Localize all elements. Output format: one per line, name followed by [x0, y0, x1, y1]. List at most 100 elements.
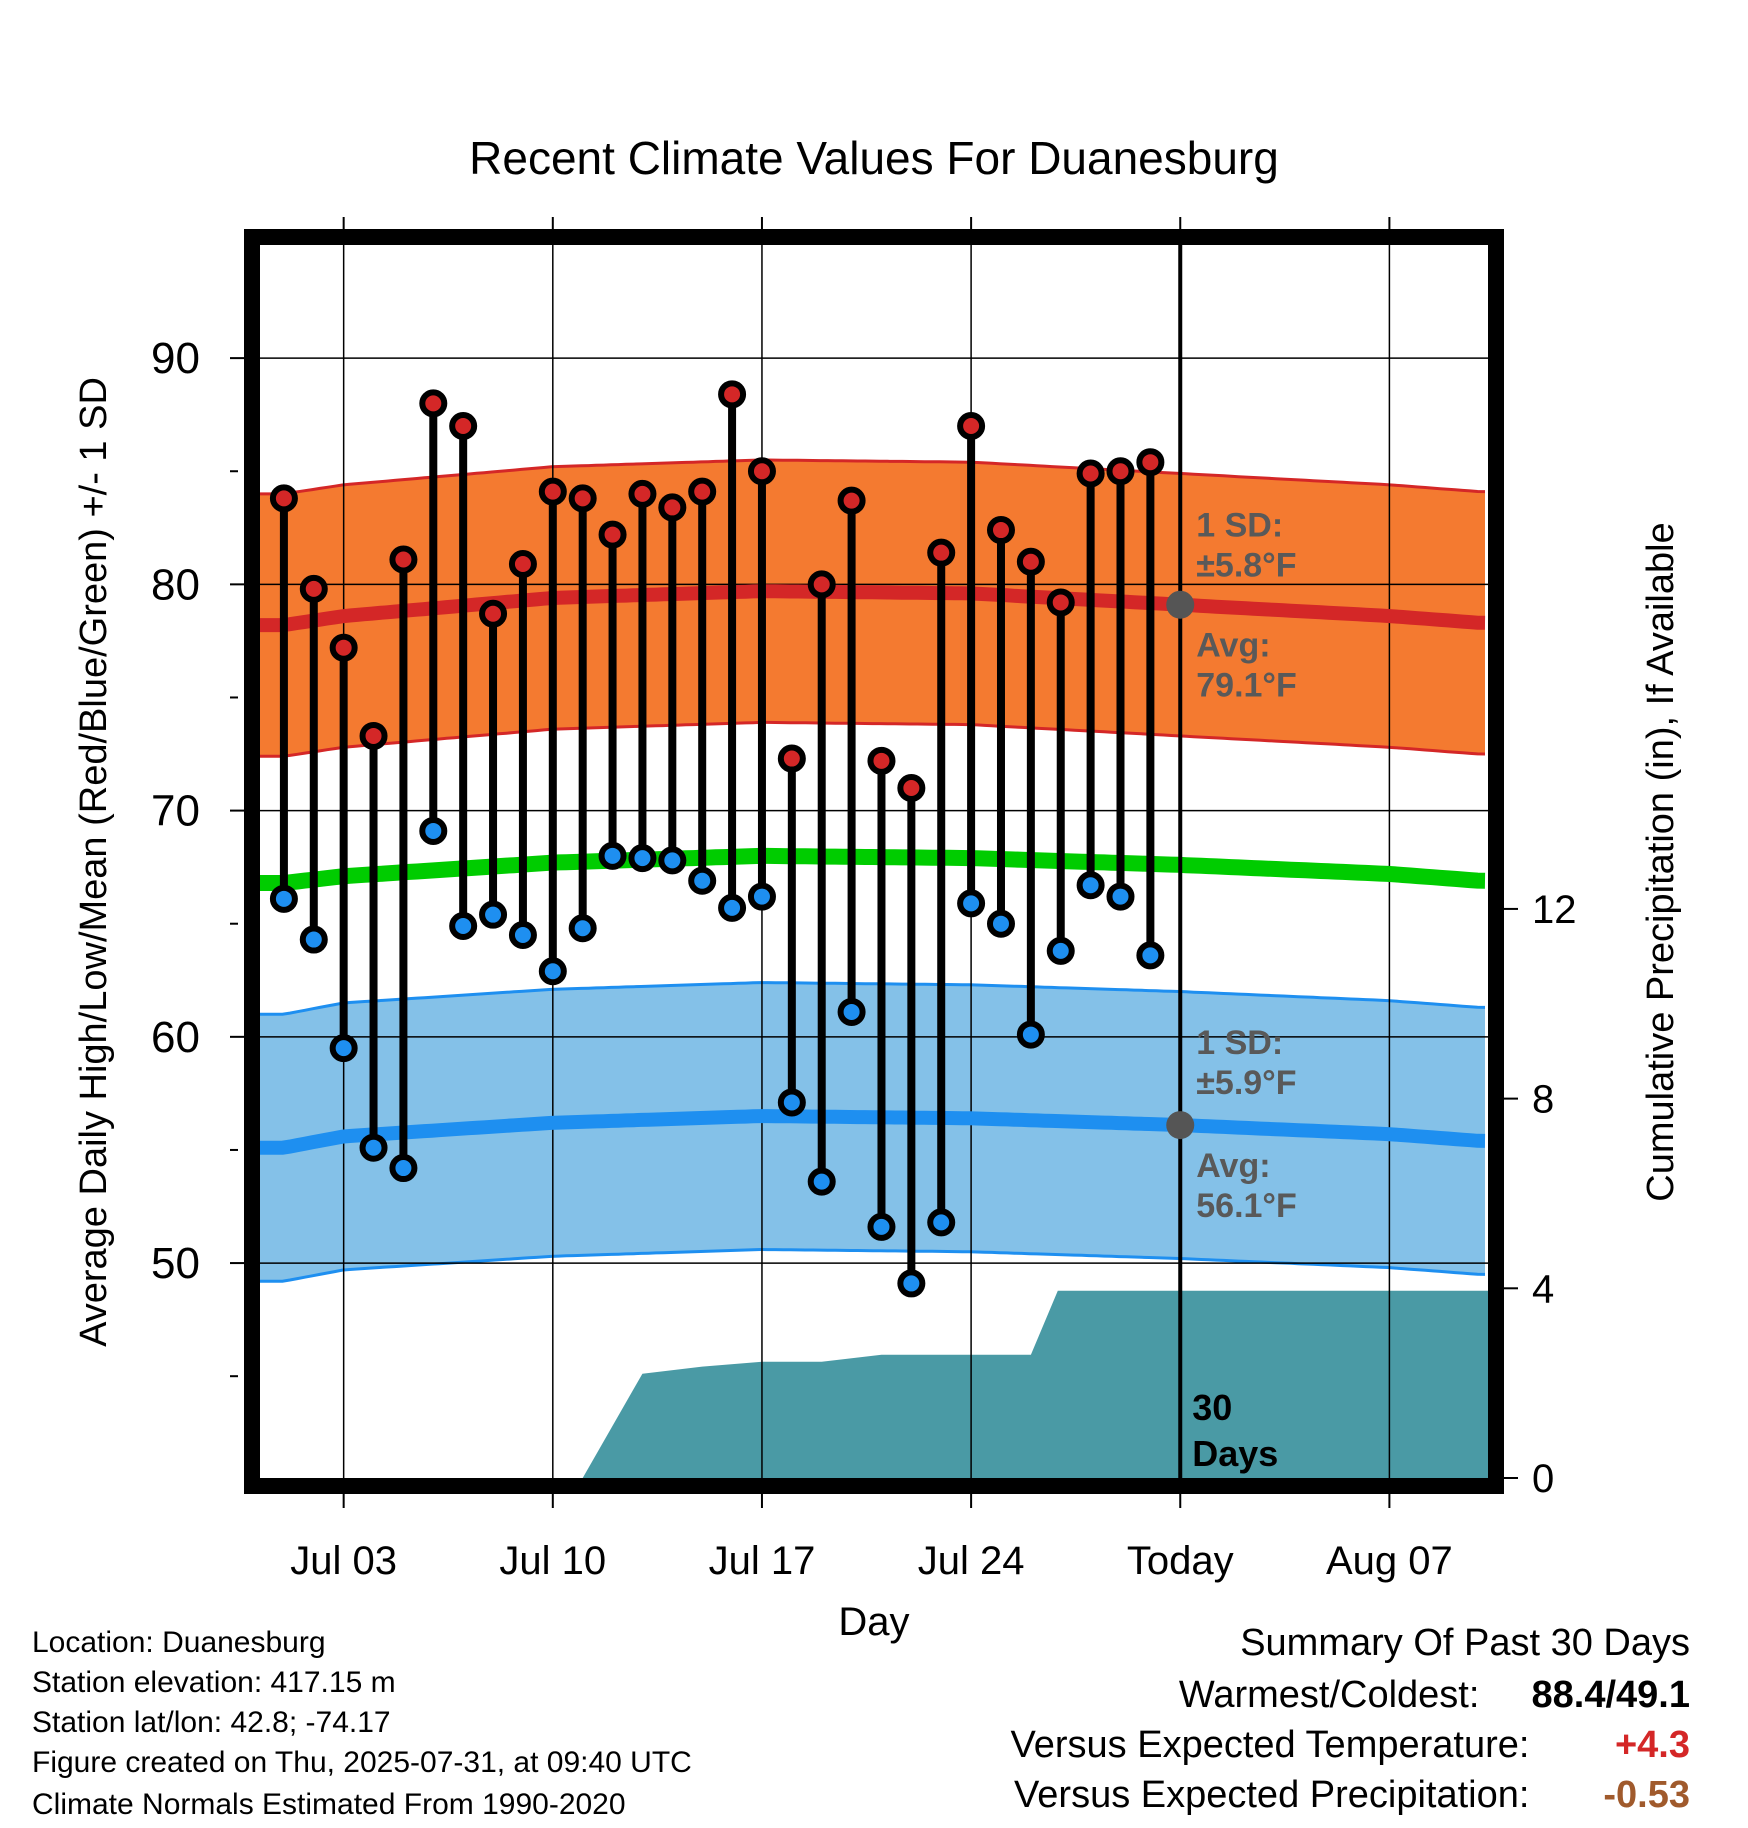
obs-low-point — [658, 846, 687, 875]
y-left-tick-label: 50 — [151, 1239, 200, 1288]
avg-low-line — [260, 1109, 1486, 1155]
obs-low-point — [449, 911, 478, 940]
x-tick-label: Aug 07 — [1326, 1539, 1453, 1583]
summary-heading: Summary Of Past 30 Days — [1240, 1622, 1690, 1664]
obs-high-point — [299, 574, 328, 603]
plot-inner — [260, 245, 1488, 1478]
window-count-label: 30 — [1192, 1387, 1232, 1428]
info-location: Location: Duanesburg — [32, 1626, 326, 1659]
y-left-tick-label: 90 — [151, 334, 200, 383]
obs-low-point — [1136, 941, 1165, 970]
low-sd-label: 1 SD: — [1196, 1024, 1283, 1062]
obs-low-point — [718, 893, 747, 922]
obs-low-point — [538, 957, 567, 986]
high-sd-label: 1 SD: — [1196, 507, 1283, 545]
obs-high-point — [986, 516, 1015, 545]
today-avg-high-marker — [1166, 590, 1195, 619]
obs-high-point — [927, 538, 956, 567]
low-avg-label: Avg: — [1196, 1147, 1270, 1185]
obs-high-point — [718, 380, 747, 409]
y-axis-label-left: Average Daily High/Low/Mean (Red/Blue/Gr… — [73, 377, 115, 1347]
obs-high-point — [747, 457, 776, 486]
summary-temp-label: Versus Expected Temperature: — [1010, 1724, 1530, 1766]
obs-low-point — [1076, 871, 1105, 900]
x-tick-label: Jul 10 — [499, 1539, 606, 1583]
obs-low-point — [867, 1212, 896, 1241]
obs-low-point — [329, 1034, 358, 1063]
obs-high-point — [957, 411, 986, 440]
y-left-tick-label: 80 — [151, 560, 200, 609]
info-created: Figure created on Thu, 2025-07-31, at 09… — [32, 1746, 692, 1779]
avg-mean-line — [260, 847, 1486, 891]
obs-high-point — [359, 721, 388, 750]
obs-low-point — [269, 884, 298, 913]
y-left-tick-label: 60 — [151, 1013, 200, 1062]
obs-low-point — [419, 816, 448, 845]
low-sd-value: ±5.9°F — [1196, 1064, 1296, 1102]
summary-temp: Versus Expected Temperature: +4.3 — [1011, 1726, 1690, 1764]
summary-precip: Versus Expected Precipitation: -0.53 — [1014, 1776, 1690, 1814]
obs-low-point — [837, 997, 866, 1026]
summary-warm-cold-label: Warmest/Coldest: — [1178, 1674, 1480, 1716]
obs-high-point — [329, 633, 358, 662]
obs-low-point — [299, 925, 328, 954]
summary-precip-label: Versus Expected Precipitation: — [1014, 1774, 1530, 1816]
obs-high-point — [508, 549, 537, 578]
obs-low-point — [598, 841, 627, 870]
obs-high-point — [867, 746, 896, 775]
obs-high-point — [449, 411, 478, 440]
chart-title: Recent Climate Values For Duanesburg — [469, 132, 1279, 184]
x-tick-label: Jul 17 — [709, 1539, 816, 1583]
obs-high-point — [807, 570, 836, 599]
obs-low-point — [479, 900, 508, 929]
x-tick-label: Today — [1127, 1539, 1234, 1583]
y-right-tick-label: 8 — [1532, 1078, 1554, 1122]
obs-low-point — [628, 844, 657, 873]
obs-high-point — [688, 477, 717, 506]
y-right-tick-label: 12 — [1532, 888, 1577, 932]
obs-high-point — [1076, 459, 1105, 488]
plot-frame — [244, 229, 1504, 1494]
obs-high-point — [837, 486, 866, 515]
obs-low-point — [957, 889, 986, 918]
x-tick-label: Jul 03 — [290, 1539, 397, 1583]
obs-low-point — [568, 914, 597, 943]
high-sd-value: ±5.8°F — [1196, 547, 1296, 585]
obs-high-point — [419, 389, 448, 418]
obs-low-point — [807, 1167, 836, 1196]
obs-high-point — [897, 773, 926, 802]
low-sd-upper-line — [260, 981, 1486, 1016]
obs-high-point — [598, 520, 627, 549]
obs-low-point — [927, 1208, 956, 1237]
summary-precip-value: -0.53 — [1603, 1774, 1690, 1816]
precip-area — [582, 1290, 1488, 1478]
obs-low-point — [747, 882, 776, 911]
summary-temp-value: +4.3 — [1614, 1724, 1690, 1766]
today-avg-low-marker — [1166, 1111, 1195, 1140]
info-elevation: Station elevation: 417.15 m — [32, 1666, 396, 1699]
high-avg-label: Avg: — [1196, 627, 1270, 665]
obs-low-point — [359, 1133, 388, 1162]
obs-high-point — [269, 484, 298, 513]
info-normals: Climate Normals Estimated From 1990-2020 — [32, 1788, 626, 1821]
info-latlon: Station lat/lon: 42.8; -74.17 — [32, 1706, 391, 1739]
low-avg-value: 56.1°F — [1196, 1187, 1297, 1225]
obs-high-point — [1016, 547, 1045, 576]
obs-high-point — [568, 484, 597, 513]
obs-high-point — [1046, 588, 1075, 617]
obs-high-point — [777, 744, 806, 773]
y-axis-label-right: Cumulative Precipitation (in), If Availa… — [1640, 522, 1682, 1201]
obs-low-point — [688, 866, 717, 895]
high-avg-value: 79.1°F — [1196, 667, 1297, 705]
y-right-tick-label: 4 — [1532, 1267, 1554, 1311]
obs-high-point — [538, 477, 567, 506]
obs-high-point — [1136, 448, 1165, 477]
obs-low-point — [897, 1269, 926, 1298]
obs-high-point — [389, 545, 418, 574]
obs-low-point — [777, 1088, 806, 1117]
obs-low-point — [986, 909, 1015, 938]
y-left-tick-label: 70 — [151, 787, 200, 836]
obs-low-point — [389, 1154, 418, 1183]
summary-warm-cold-value: 88.4/49.1 — [1531, 1674, 1690, 1716]
